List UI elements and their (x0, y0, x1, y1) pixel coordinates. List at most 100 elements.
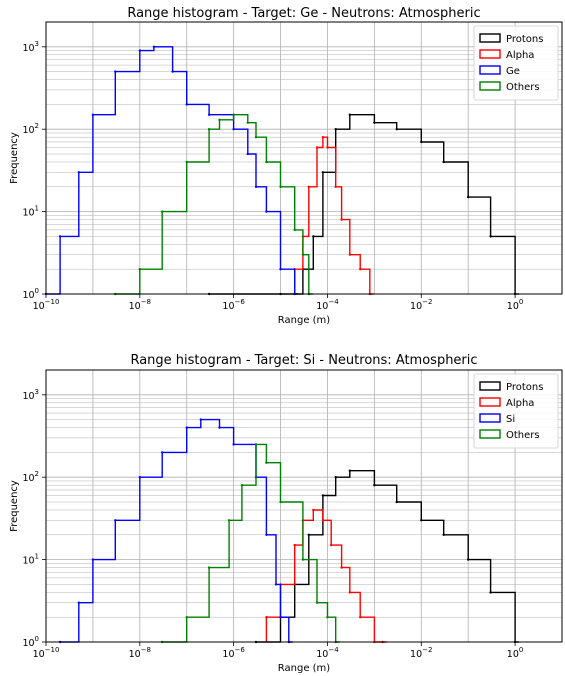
x-axis-label: Range (m) (278, 663, 331, 674)
data-point (218, 118, 221, 122)
data-point (312, 235, 315, 238)
x-tick-label: 10−8 (129, 298, 151, 312)
data-point (152, 45, 156, 49)
data-point (138, 267, 142, 271)
series-line-others (162, 443, 340, 643)
legend-label-others: Others (506, 82, 540, 93)
legend: Protons Alpha Si Others (473, 373, 559, 449)
chart-title: Range histogram - Target: Ge - Neutrons:… (127, 6, 480, 21)
series-alpha (265, 508, 387, 644)
x-tick-label: 10−2 (410, 298, 432, 312)
data-point (114, 519, 117, 522)
series-ge (44, 45, 299, 296)
data-point (185, 103, 188, 106)
x-tick-label: 10−8 (129, 646, 151, 660)
legend-swatch-alpha (479, 49, 501, 59)
data-point (293, 228, 296, 232)
series-line-protons (256, 470, 520, 643)
x-tick-label: 10−6 (222, 298, 245, 312)
x-tick-label: 10−4 (316, 646, 339, 660)
data-point (307, 533, 310, 536)
series-si (58, 418, 293, 644)
series-line-protons (209, 114, 520, 295)
data-point (207, 128, 211, 131)
x-tick-label: 100 (507, 298, 524, 312)
data-point (442, 160, 445, 164)
data-point (254, 135, 258, 139)
data-point (232, 128, 235, 131)
data-point (373, 483, 376, 487)
legend-label-others: Others (506, 430, 540, 441)
data-point (301, 253, 305, 256)
data-point (91, 558, 95, 561)
y-tick-label: 101 (22, 553, 39, 567)
data-point (489, 235, 492, 238)
legend-label-protons: Protons (506, 382, 543, 393)
data-point (254, 443, 258, 446)
data-point (348, 469, 352, 472)
data-point (442, 533, 445, 536)
data-point (312, 508, 315, 512)
y-tick-label: 100 (22, 287, 39, 301)
data-point (489, 591, 492, 594)
legend-label-alpha: Alpha (506, 50, 534, 61)
data-point (246, 121, 249, 124)
series-others (114, 113, 313, 296)
data-point (265, 533, 268, 536)
legend-label-ge: Ge (506, 66, 520, 77)
y-tick-label: 102 (22, 470, 39, 484)
data-point (420, 140, 423, 144)
plot-frame (45, 21, 563, 295)
data-point (114, 70, 117, 73)
data-point (265, 461, 268, 464)
y-tick-label: 101 (22, 205, 39, 219)
chart-1: Range histogram - Target: Ge - Neutrons:… (9, 6, 563, 326)
data-point (185, 426, 188, 429)
data-point (185, 615, 188, 619)
series-line-si (60, 418, 293, 643)
legend-swatch-si (479, 413, 501, 423)
data-point (58, 235, 62, 238)
data-point (395, 500, 398, 504)
series-line-alpha (265, 509, 387, 643)
x-tick-label: 10−2 (410, 646, 432, 660)
data-point (207, 113, 211, 116)
data-point (254, 185, 258, 188)
y-tick-label: 103 (22, 388, 39, 402)
legend: Protons Alpha Ge Others (473, 25, 559, 101)
series-protons (207, 113, 520, 296)
data-point (265, 160, 268, 164)
x-tick-label: 10−4 (316, 298, 339, 312)
data-point (293, 543, 296, 547)
data-point (185, 160, 188, 164)
data-point (232, 443, 235, 446)
data-point (160, 451, 164, 454)
plot-frame (45, 369, 563, 643)
series-line-ge (46, 46, 299, 295)
x-tick-label: 10−10 (33, 298, 60, 312)
data-point (348, 591, 352, 594)
data-point (348, 113, 352, 116)
legend-swatch-ge (479, 65, 501, 75)
y-tick-label: 103 (22, 40, 39, 54)
legend-swatch-protons (479, 381, 501, 391)
data-point (329, 543, 333, 547)
data-point (279, 267, 282, 271)
legend-swatch-protons (479, 33, 501, 43)
chart-title: Range histogram - Target: Si - Neutrons:… (130, 353, 477, 368)
data-point (321, 519, 325, 522)
data-point (279, 500, 282, 504)
data-point (359, 615, 362, 619)
data-point (321, 171, 325, 174)
chart-2: Range histogram - Target: Si - Neutrons:… (9, 353, 563, 674)
data-point (395, 128, 398, 131)
y-tick-label: 102 (22, 122, 39, 136)
data-point (138, 476, 142, 479)
legend-label-protons: Protons (506, 34, 543, 45)
data-point (334, 476, 337, 479)
x-axis-label: Range (m) (278, 315, 331, 326)
data-point (466, 195, 470, 199)
data-point (326, 615, 329, 619)
legend-label-si: Si (506, 414, 515, 425)
data-point (171, 70, 174, 73)
